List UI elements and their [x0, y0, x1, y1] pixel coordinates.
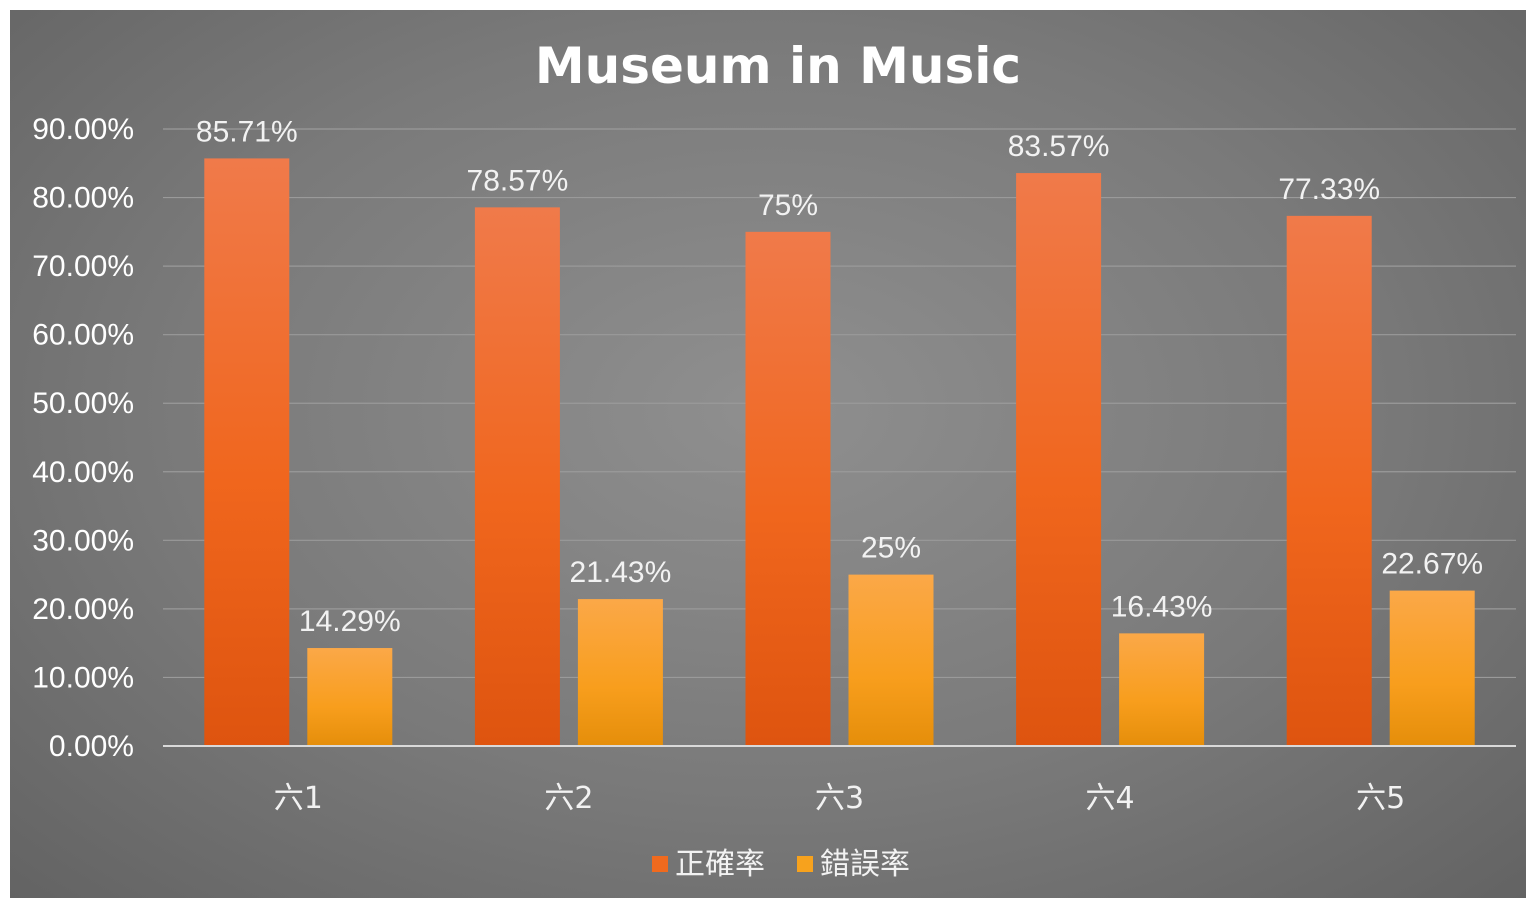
- y-tick-label: 70.00%: [32, 250, 134, 283]
- data-label: 21.43%: [570, 556, 672, 589]
- legend-label: 正確率: [675, 847, 765, 882]
- x-category-label: 六5: [1356, 781, 1405, 816]
- bar-error-2: [577, 599, 663, 746]
- gridlines: [163, 128, 1516, 679]
- bar-correct-2: [474, 207, 560, 746]
- y-tick-label: 10.00%: [32, 661, 134, 694]
- data-label: 14.29%: [299, 605, 401, 638]
- bar-correct-5: [1286, 215, 1372, 747]
- legend: 正確率 錯誤率: [652, 847, 910, 882]
- x-category-label: 六2: [544, 781, 593, 816]
- x-category-label: 六4: [1086, 781, 1135, 816]
- bar-error-5: [1389, 590, 1475, 746]
- bar-error-1: [307, 648, 393, 746]
- data-label: 78.57%: [467, 164, 569, 197]
- y-tick-label: 60.00%: [32, 319, 134, 352]
- y-tick-label: 80.00%: [32, 182, 134, 215]
- chart-panel: Museum in Music 0.00% 10.00% 20.00% 30.00% 4…: [10, 10, 1526, 898]
- data-label: 83.57%: [1008, 130, 1110, 163]
- chart-canvas: Museum in Music 0.00% 10.00% 20.00% 30.00% 4…: [32, 37, 1516, 882]
- data-labels: 85.71% 14.29% 78.57% 21.43% 75% 25% 83.57% 16.4…: [196, 115, 1483, 638]
- bar-series-group: [204, 158, 1475, 747]
- y-tick-label: 20.00%: [32, 593, 134, 626]
- y-tick-label: 90.00%: [32, 113, 134, 146]
- legend-label: 錯誤率: [820, 847, 910, 882]
- bar-correct-1: [204, 158, 290, 746]
- legend-swatch-correct: [652, 856, 668, 872]
- chart-title: Museum in Music: [535, 37, 1021, 95]
- y-tick-label: 50.00%: [32, 387, 134, 420]
- x-category-label: 六1: [274, 781, 323, 816]
- data-label: 75%: [758, 189, 818, 222]
- y-tick-label: 30.00%: [32, 524, 134, 557]
- y-tick-label: 0.00%: [49, 730, 134, 763]
- bar-error-4: [1119, 633, 1205, 746]
- data-label: 85.71%: [196, 115, 298, 148]
- x-axis-category-labels: 六1 六2 六3 六4 六5: [274, 781, 1405, 816]
- legend-swatch-error: [797, 856, 813, 872]
- bar-correct-3: [745, 231, 831, 747]
- data-label: 25%: [861, 532, 921, 565]
- y-tick-label: 40.00%: [32, 456, 134, 489]
- data-label: 22.67%: [1381, 548, 1483, 581]
- bar-error-3: [848, 574, 934, 746]
- bar-correct-4: [1016, 173, 1102, 746]
- data-label: 77.33%: [1278, 173, 1380, 206]
- data-label: 16.43%: [1111, 590, 1213, 623]
- y-axis-tick-labels: 0.00% 10.00% 20.00% 30.00% 40.00% 50.00% 60.00…: [32, 113, 134, 763]
- x-category-label: 六3: [815, 781, 864, 816]
